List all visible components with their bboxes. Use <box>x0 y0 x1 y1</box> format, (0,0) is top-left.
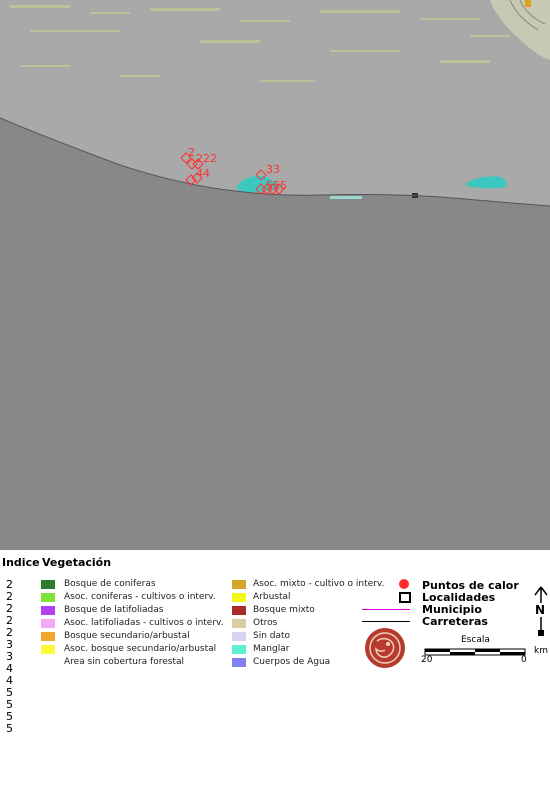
carreteras-label: Carreteras <box>422 615 488 628</box>
legend-swatch <box>41 619 55 628</box>
indice-item: 2 <box>6 614 13 627</box>
hotspot-label-33: 33 <box>266 163 280 176</box>
indice-item: 2 <box>6 578 13 591</box>
municipio-line-icon <box>362 609 410 610</box>
scale-left-label: 20 <box>421 655 433 665</box>
indice-item: 2 <box>6 626 13 639</box>
legend-swatch <box>41 645 55 654</box>
legend-label: Arbustal <box>253 592 291 602</box>
carreteras-line-icon <box>362 621 410 622</box>
municipio-label: Municipio <box>422 603 482 616</box>
indice-item: 3 <box>6 650 13 663</box>
emblem-logo-icon <box>365 628 405 668</box>
indice-item: 2 <box>6 590 13 603</box>
legend-swatch <box>232 619 246 628</box>
localidades-label: Localidades <box>422 591 496 604</box>
legend-label: Otros <box>253 618 278 628</box>
indice-header: Indice <box>2 556 40 569</box>
coastline <box>0 117 550 207</box>
indice-item: 5 <box>6 722 13 735</box>
legend-label: Area sin cobertura forestal <box>64 657 184 667</box>
scale-bar <box>424 648 526 656</box>
map-canvas: 2 222 33 44 555 <box>0 0 550 207</box>
legend-swatch <box>232 580 246 589</box>
scale-right-label: 0 <box>521 655 527 665</box>
hotspot-group <box>180 152 285 195</box>
vegetacion-header: Vegetación <box>42 556 112 569</box>
legend-label: Manglar <box>253 644 290 654</box>
hotspot-symbol-icon <box>399 579 409 589</box>
legend-label: Bosque de latifoliadas <box>64 605 164 615</box>
legend-swatch <box>41 606 55 615</box>
hotspot-label-222: 222 <box>196 152 217 165</box>
north-label: N <box>535 603 546 617</box>
legend-label: Bosque de coniferas <box>64 579 156 589</box>
legend-swatch <box>232 632 246 641</box>
indice-item: 4 <box>6 674 13 687</box>
legend-swatch <box>232 658 246 667</box>
legend-label: Asoc. latifoliadas - cultivos o interv. <box>64 618 224 628</box>
legend-swatch <box>232 593 246 602</box>
mountain-relief <box>490 0 550 60</box>
mangrove-3 <box>330 196 362 199</box>
indice-item: 3 <box>6 638 13 651</box>
land-area <box>0 0 550 206</box>
indice-item: 2 <box>6 602 13 615</box>
scale-unit-label: km <box>534 646 548 656</box>
indice-item: 5 <box>6 686 13 699</box>
indice-item: 5 <box>6 698 13 711</box>
mangrove-2 <box>466 176 508 189</box>
puntos-de-calor-label: Puntos de calor <box>422 579 519 592</box>
hotspot-label-555: 555 <box>266 179 287 192</box>
indice-item: 5 <box>6 710 13 723</box>
legend-swatch <box>41 580 55 589</box>
legend-swatch <box>41 632 55 641</box>
map-view[interactable]: 2 222 33 44 555 <box>0 0 550 550</box>
legend-label: Bosque mixto <box>253 605 315 615</box>
legend-label: Sin dato <box>253 631 291 641</box>
indice-item: 4 <box>6 662 13 675</box>
legend-label: Asoc. bosque secundario/arbustal <box>64 644 217 654</box>
scale-title: Escala <box>461 635 490 645</box>
legend-label: Asoc. mixto - cultivo o interv. <box>253 579 385 589</box>
indice-list: 2 2 2 2 2 3 3 4 4 5 5 5 5 <box>6 579 13 735</box>
hotspot-label-2: 2 <box>188 146 195 159</box>
legend-label: Cuerpos de Agua <box>253 657 331 667</box>
legend-label: Bosque secundario/arbustal <box>64 631 190 641</box>
vegetation-texture <box>10 5 510 82</box>
legend-swatch <box>232 606 246 615</box>
locality-symbol-icon <box>399 592 411 603</box>
legend-label: Asoc. coniferas - cultivos o interv. <box>64 592 216 602</box>
hotspot-label-44: 44 <box>196 167 210 180</box>
legend-swatch <box>232 645 246 654</box>
legend-swatch <box>41 593 55 602</box>
